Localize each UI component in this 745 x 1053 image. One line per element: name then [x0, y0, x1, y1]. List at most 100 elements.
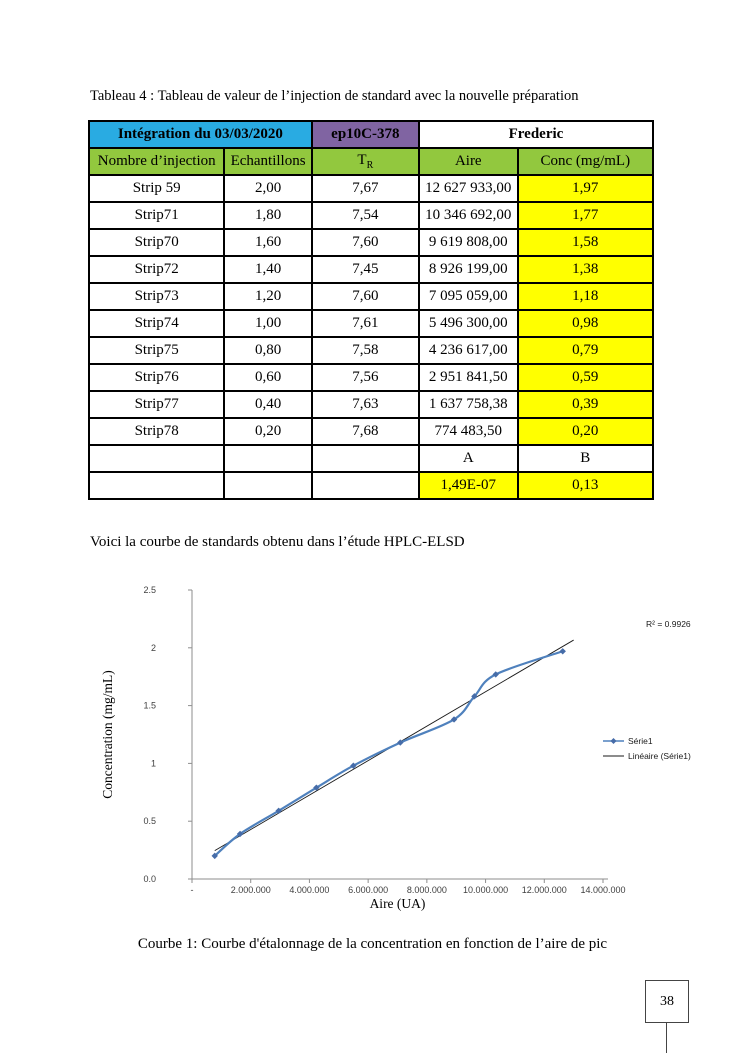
table-row: Strip73 1,20 7,60 7 095 059,00 1,18: [87, 282, 655, 311]
table-cell: 7,54: [310, 201, 420, 230]
table-cell: 12 627 933,00: [417, 174, 519, 203]
calibration-chart-svg: 0.0 0.5 1 1.5 2 2.5 - 2.000.000 4.000.000 6.000.0…: [100, 585, 691, 911]
y-axis-title: Concentration (mg/mL): [100, 670, 115, 799]
table-cell: 0,20: [223, 417, 313, 446]
table-cell: 7,56: [310, 363, 420, 392]
table-cell: [223, 471, 313, 500]
x-tick-label: -: [191, 885, 194, 895]
table-cell: 7,60: [310, 282, 420, 311]
table-cell: Strip74: [87, 309, 226, 338]
table-cell: 7,61: [310, 309, 420, 338]
table-cell: 4 236 617,00: [417, 336, 519, 365]
table-cell: 2,00: [223, 174, 313, 203]
table-cell: 1,60: [223, 228, 313, 257]
data-point-marker: [559, 648, 566, 655]
x-tick-label: 14.000.000: [580, 885, 625, 895]
calibration-chart: 0.0 0.5 1 1.5 2 2.5 - 2.000.000 4.000.000 6.000.0…: [90, 575, 710, 915]
y-tick-label: 1: [151, 758, 156, 768]
table-cell: 1,58: [516, 228, 655, 257]
table-cell: [310, 471, 420, 500]
page-number: 38: [660, 993, 674, 1009]
table-cell: [87, 471, 226, 500]
table-column-header-cell: Aire: [417, 147, 519, 176]
table-cell: 0,40: [223, 390, 313, 419]
table-cell: Strip72: [87, 255, 226, 284]
table-cell: 1,20: [223, 282, 313, 311]
legend-trendline-label: Linéaire (Série1): [628, 751, 691, 761]
table-column-header-cell: TR: [310, 147, 420, 176]
table-cell: 7,60: [310, 228, 420, 257]
table-row: Strip76 0,60 7,56 2 951 841,50 0,59: [87, 363, 655, 392]
table-cell: [87, 444, 226, 473]
table-cell: 7,67: [310, 174, 420, 203]
table-cell: 0,79: [516, 336, 655, 365]
table-cell: 0,98: [516, 309, 655, 338]
table-cell: 7,68: [310, 417, 420, 446]
legend-series-marker: [610, 738, 617, 744]
table-cell: 0,60: [223, 363, 313, 392]
table-cell: 9 619 808,00: [417, 228, 519, 257]
table-cell: 0,39: [516, 390, 655, 419]
table-cell: [223, 444, 313, 473]
table-cell: 1,97: [516, 174, 655, 203]
table-cell: [310, 444, 420, 473]
table-cell: 1,18: [516, 282, 655, 311]
table-cell: 1,38: [516, 255, 655, 284]
table-top-header-cell: Frederic: [417, 120, 655, 149]
page-number-box: 38: [645, 980, 689, 1023]
intro-text: Voici la courbe de standards obtenu dans…: [90, 534, 465, 550]
y-tick-label: 2.5: [143, 585, 156, 595]
table-cell: 7 095 059,00: [417, 282, 519, 311]
x-tick-label: 4.000.000: [289, 885, 329, 895]
table-cell: Strip 59: [87, 174, 226, 203]
x-axis-title: Aire (UA): [370, 896, 426, 911]
table-cell: 2 951 841,50: [417, 363, 519, 392]
y-tick-label: 2: [151, 643, 156, 653]
table-cell: 5 496 300,00: [417, 309, 519, 338]
table-cell: 1,40: [223, 255, 313, 284]
table-column-header-cell: Echantillons: [223, 147, 313, 176]
table-row: Strip75 0,80 7,58 4 236 617,00 0,79: [87, 336, 655, 365]
legend-series-label: Série1: [628, 736, 653, 746]
table-cell: 1,00: [223, 309, 313, 338]
x-tick-label: 8.000.000: [407, 885, 447, 895]
series-line: [213, 650, 564, 857]
table-cell: 1,49E-07: [417, 471, 519, 500]
data-point-marker: [236, 830, 244, 838]
table-cell: 0,80: [223, 336, 313, 365]
page-number-line: [666, 1022, 667, 1053]
table-cell: Strip71: [87, 201, 226, 230]
r-squared-label: R² = 0.9926: [646, 619, 691, 629]
table-cell: 10 346 692,00: [417, 201, 519, 230]
table-row: Strip78 0,20 7,68 774 483,50 0,20: [87, 417, 655, 446]
table-cell: 0,20: [516, 417, 655, 446]
table-top-header-cell: ep10C-378: [310, 120, 420, 149]
table-cell: Strip78: [87, 417, 226, 446]
table-top-header-row: Intégration du 03/03/2020 ep10C-378 Freder…: [88, 120, 655, 149]
table-cell: Strip73: [87, 282, 226, 311]
table-title: Tableau 4 : Tableau de valeur de l’injec…: [90, 88, 579, 104]
standards-table: Intégration du 03/03/2020 ep10C-378 Freder…: [87, 120, 655, 500]
y-tick-label: 0.5: [143, 816, 156, 826]
standards-table-body: Intégration du 03/03/2020 ep10C-378 Freder…: [87, 120, 655, 500]
table-row: Strip72 1,40 7,45 8 926 199,00 1,38: [87, 255, 655, 284]
table-cell: Strip77: [87, 390, 226, 419]
table-row: Strip74 1,00 7,61 5 496 300,00 0,98: [87, 309, 655, 338]
table-column-header-cell: Nombre d’injection: [87, 147, 226, 176]
x-tick-label: 10.000.000: [463, 885, 508, 895]
x-tick-label: 2.000.000: [231, 885, 271, 895]
table-cell: 1,77: [516, 201, 655, 230]
y-tick-label: 0.0: [143, 874, 156, 884]
table-cell: 0,13: [516, 471, 655, 500]
table-cell: 774 483,50: [417, 417, 519, 446]
table-column-header-row: Nombre d’injection Echantillons TR Aire Conc…: [87, 147, 655, 176]
table-cell: B: [516, 444, 655, 473]
data-point-marker: [211, 852, 218, 860]
y-tick-label: 1.5: [143, 701, 156, 711]
table-row: Strip77 0,40 7,63 1 637 758,38 0,39: [87, 390, 655, 419]
x-tick-label: 6.000.000: [348, 885, 388, 895]
table-cell: 1 637 758,38: [417, 390, 519, 419]
table-row: Strip 59 2,00 7,67 12 627 933,00 1,97: [87, 174, 655, 203]
